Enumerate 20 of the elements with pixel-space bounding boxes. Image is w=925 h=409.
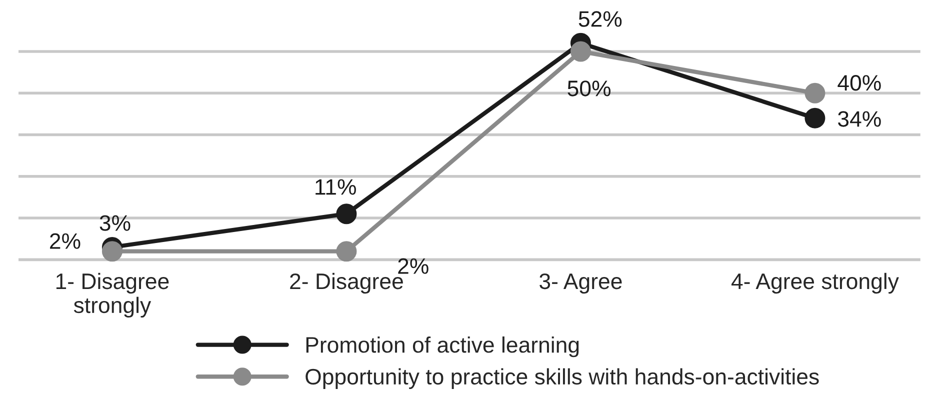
point: [336, 204, 357, 224]
data-label: 40%: [838, 75, 881, 91]
x-tick-label: 1- Disagree strongly: [56, 272, 169, 318]
data-label: 2%: [50, 233, 80, 249]
point: [804, 82, 826, 104]
data-label: 52%: [578, 11, 622, 27]
point: [804, 108, 826, 128]
legend-label: Promotion of active learning: [306, 336, 579, 358]
point: [102, 241, 122, 262]
point: [570, 41, 591, 62]
legend-label: Opportunity to practice skills with hands-on-activities: [306, 368, 819, 389]
x-tick-label: 2- Disagree: [290, 272, 403, 294]
data-label: 2%: [398, 258, 428, 274]
data-label: 34%: [838, 111, 881, 127]
data-label: 50%: [568, 80, 610, 96]
x-tick-label: 4- Agree strongly: [731, 272, 899, 294]
point: [336, 241, 357, 262]
data-label: 11%: [316, 179, 356, 195]
data-label: 3%: [100, 215, 130, 231]
x-tick-label: 3- Agree: [540, 273, 622, 294]
